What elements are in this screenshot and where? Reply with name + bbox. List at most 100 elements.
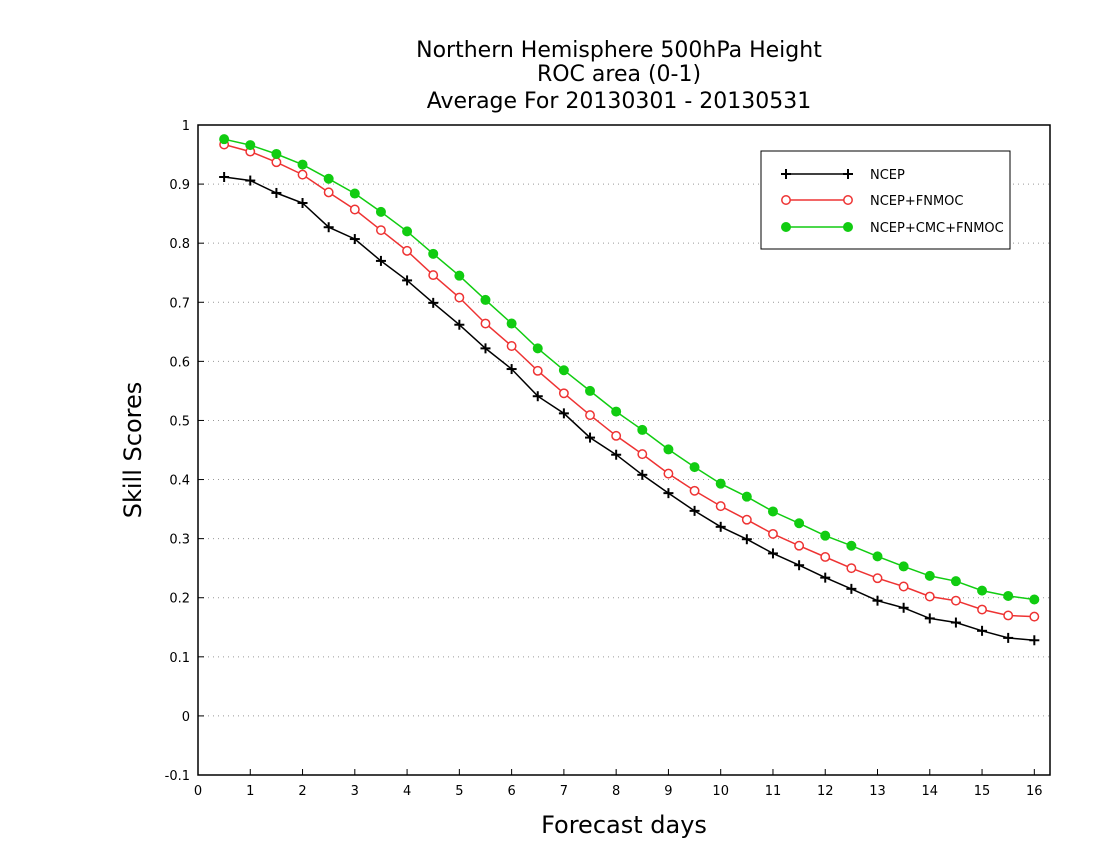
data-point	[794, 518, 805, 529]
data-point	[846, 563, 857, 574]
data-point	[924, 591, 935, 602]
data-point	[950, 617, 961, 628]
data-point	[297, 198, 308, 208]
chart-title-line-3: Average For 20130301 - 20130531	[427, 89, 812, 114]
data-point	[1029, 635, 1040, 646]
x-tick-label: 11	[765, 784, 782, 799]
data-point	[402, 275, 413, 286]
data-point	[872, 595, 883, 606]
data-point	[1029, 611, 1040, 622]
data-point	[506, 364, 517, 375]
data-point	[898, 561, 909, 572]
data-point	[349, 188, 360, 199]
data-point	[375, 255, 386, 266]
data-point	[585, 432, 596, 443]
data-point	[454, 292, 465, 303]
data-point	[820, 552, 831, 562]
data-point	[924, 613, 935, 624]
data-point	[741, 514, 752, 525]
data-point	[611, 449, 622, 460]
x-tick-label: 0	[194, 784, 202, 799]
data-point	[532, 343, 543, 354]
x-tick-label: 5	[455, 784, 463, 799]
y-tick-label: 0.8	[169, 237, 190, 252]
data-point	[1003, 590, 1014, 601]
y-axis-label: Skill Scores	[119, 382, 147, 519]
data-point	[323, 187, 334, 198]
data-point	[637, 449, 648, 460]
x-tick-label: 12	[817, 784, 834, 799]
y-tick-label: 0.7	[169, 296, 190, 311]
data-point	[375, 225, 386, 236]
data-point	[820, 572, 831, 583]
x-tick-label: 9	[664, 784, 672, 799]
data-point	[872, 551, 883, 562]
legend-entry-label: NCEP+FNMOC	[870, 194, 963, 209]
data-point	[428, 248, 439, 259]
series-layer	[219, 134, 1040, 646]
data-point	[715, 501, 726, 512]
data-point	[663, 444, 674, 455]
data-point	[767, 506, 778, 517]
y-tick-label: 0.9	[169, 178, 190, 193]
data-point	[323, 173, 334, 184]
data-point	[898, 602, 909, 613]
data-point	[611, 406, 622, 417]
data-point	[977, 604, 987, 615]
data-point	[924, 570, 935, 581]
data-point	[637, 424, 648, 435]
data-point	[950, 595, 961, 606]
data-point	[977, 625, 988, 636]
data-point	[271, 157, 282, 168]
data-point	[428, 297, 439, 308]
y-tick-label: -0.1	[165, 769, 190, 784]
legend-entry-label: NCEP	[870, 168, 905, 183]
data-point	[872, 573, 883, 584]
chart-title-line-1: Northern Hemisphere 500hPa Height	[416, 38, 822, 63]
data-point	[715, 521, 726, 532]
x-axis-label: Forecast days	[541, 811, 707, 839]
data-point	[768, 528, 778, 539]
legend-marker	[781, 169, 791, 179]
x-tick-label: 1	[246, 784, 254, 799]
series-0	[219, 172, 1040, 646]
data-point	[846, 583, 857, 594]
series-2	[219, 134, 1040, 605]
data-point	[558, 365, 569, 376]
data-point	[741, 491, 752, 502]
data-point	[794, 560, 805, 571]
data-point	[1003, 610, 1014, 621]
data-point	[480, 343, 491, 354]
data-point	[506, 341, 517, 351]
x-tick-label: 16	[1026, 784, 1043, 799]
data-point	[637, 469, 648, 480]
data-point	[454, 319, 465, 330]
data-point	[558, 388, 569, 399]
y-tick-label: 0.4	[169, 474, 190, 489]
data-point	[663, 468, 674, 479]
gridlines	[198, 183, 1050, 717]
data-point	[689, 485, 700, 496]
data-point	[532, 365, 543, 376]
data-point	[323, 222, 334, 233]
data-point	[585, 410, 595, 421]
y-tick-label: 0.5	[169, 414, 190, 429]
data-point	[767, 548, 778, 559]
data-point	[820, 530, 831, 541]
data-point	[219, 134, 230, 145]
data-point	[402, 226, 413, 237]
chart-title-line-2: ROC area (0-1)	[537, 62, 701, 87]
y-tick-label: 1	[182, 119, 190, 134]
data-point	[349, 234, 360, 245]
data-point	[689, 505, 700, 516]
data-point	[663, 488, 674, 499]
x-tick-label: 8	[612, 784, 620, 799]
y-axis-ticks: -0.1 0 0.1 0.2 0.3 0.4 0.5 0.6 0.7 0.8 0.9 1	[165, 119, 204, 784]
data-point	[1029, 594, 1040, 605]
x-tick-label: 2	[298, 784, 306, 799]
data-point	[715, 478, 726, 489]
y-tick-label: 0.1	[169, 651, 190, 666]
data-point	[428, 270, 439, 281]
legend-marker	[843, 222, 853, 232]
